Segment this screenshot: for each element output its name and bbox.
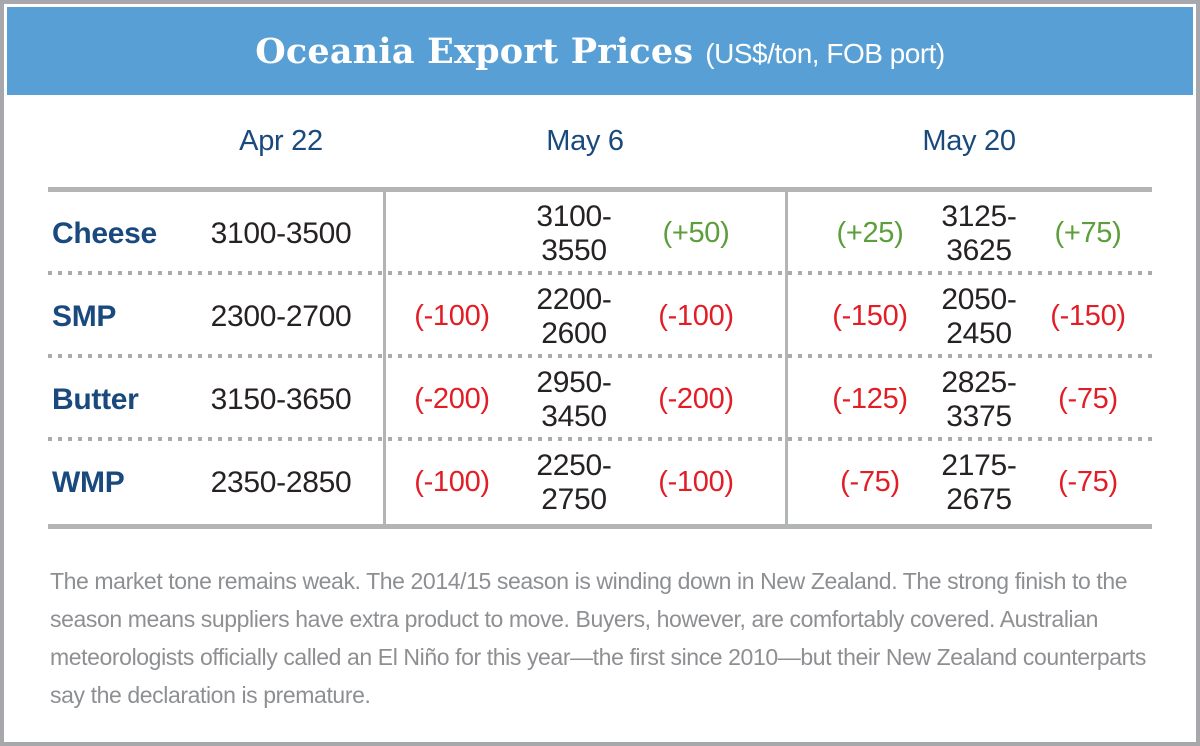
table-row-cheese: Cheese 3100-3500 3100-3550 (+50) (+25) 3… [48, 192, 1152, 275]
report-subtitle: (US$/ton, FOB port) [705, 37, 945, 69]
change-badge: (-100) [658, 300, 734, 332]
table-row-smp: SMP 2300-2700 (-100) 2200-2600 (-100) (-… [48, 275, 1152, 358]
price-cell-may20: (-125) 2825-3375 (-75) [786, 366, 1152, 434]
table-row-wmp: WMP 2350-2850 (-100) 2250-2750 (-100) (-… [48, 441, 1152, 524]
price-cell-may6: 3100-3550 (+50) [384, 200, 786, 268]
price-range: 2175-2675 [941, 448, 1017, 516]
commentary-line: say the declaration is premature. [50, 682, 371, 708]
price-range: 2200-2600 [536, 282, 612, 350]
price-cell-may20: (-150) 2050-2450 (-150) [786, 283, 1152, 351]
change-badge: (-125) [832, 383, 908, 415]
row-label: Cheese [52, 216, 157, 250]
change-badge: (-200) [414, 383, 490, 415]
price-range: 2825-3375 [941, 365, 1017, 433]
row-label: Butter [52, 382, 139, 416]
commentary-line: season means suppliers have extra produc… [50, 606, 1099, 632]
row-label: WMP [52, 465, 125, 499]
price-cell-apr22: 2300-2700 [210, 299, 352, 333]
change-badge: (-100) [658, 466, 734, 498]
price-cell-may6: (-100) 2250-2750 (-100) [384, 449, 786, 517]
change-badge: (-75) [1058, 466, 1118, 498]
price-range: 2250-2750 [536, 448, 612, 516]
change-badge: (-150) [832, 300, 908, 332]
column-header-apr22: Apr 22 [239, 124, 323, 157]
commentary-line: The market tone remains weak. The 2014/1… [50, 568, 1128, 594]
price-cell-may6: (-200) 2950-3450 (-200) [384, 366, 786, 434]
column-header-may20: May 20 [922, 124, 1016, 157]
change-badge: (-100) [414, 300, 490, 332]
table-row-butter: Butter 3150-3650 (-200) 2950-3450 (-200)… [48, 358, 1152, 441]
change-badge: (-75) [840, 466, 900, 498]
price-range: 3100-3550 [536, 199, 612, 267]
commentary-line: meteorologists officially called an El N… [50, 644, 1146, 670]
price-range: 2050-2450 [941, 282, 1017, 350]
column-header-may6: May 6 [546, 124, 624, 157]
price-range: 2950-3450 [536, 365, 612, 433]
title-banner: Oceania Export Prices (US$/ton, FOB port… [7, 7, 1193, 95]
change-badge: (+50) [662, 217, 730, 249]
price-cell-may6: (-100) 2200-2600 (-100) [384, 283, 786, 351]
price-cell-may20: (+25) 3125-3625 (+75) [786, 200, 1152, 268]
change-badge: (+25) [836, 217, 904, 249]
commentary-paragraph: The market tone remains weak. The 2014/1… [50, 562, 1170, 714]
column-divider [383, 192, 386, 524]
price-cell-apr22: 2350-2850 [210, 465, 352, 499]
report-title: Oceania Export Prices [255, 30, 694, 72]
price-cell-may20: (-75) 2175-2675 (-75) [786, 449, 1152, 517]
price-range: 3125-3625 [941, 199, 1017, 267]
price-cell-apr22: 3100-3500 [210, 216, 352, 250]
change-badge: (-200) [658, 383, 734, 415]
column-divider [785, 192, 788, 524]
change-badge: (-100) [414, 466, 490, 498]
column-header-row: Apr 22 May 6 May 20 [48, 95, 1152, 187]
price-table: Cheese 3100-3500 3100-3550 (+50) (+25) 3… [48, 187, 1152, 529]
row-label: SMP [52, 299, 117, 333]
change-badge: (+75) [1054, 217, 1122, 249]
price-cell-apr22: 3150-3650 [210, 382, 352, 416]
change-badge: (-75) [1058, 383, 1118, 415]
change-badge: (-150) [1050, 300, 1126, 332]
